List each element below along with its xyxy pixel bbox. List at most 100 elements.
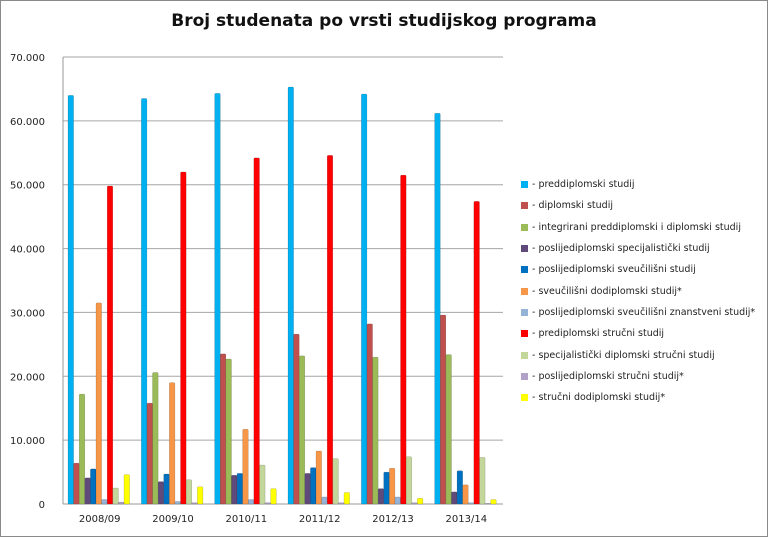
- legend-label: - diplomski studij: [532, 200, 613, 212]
- bar: [377, 488, 384, 505]
- bar: [95, 302, 102, 505]
- bar: [315, 450, 322, 505]
- bar: [479, 457, 486, 505]
- legend-item: - preddiplomski studij: [521, 174, 755, 195]
- bar: [389, 467, 396, 505]
- y-tick-label: 10.000: [10, 436, 45, 447]
- legend-swatch: [521, 308, 528, 316]
- bar: [84, 477, 91, 505]
- bar: [332, 458, 339, 505]
- legend-label: - poslijediplomski stručni studij*: [532, 370, 684, 382]
- bar: [490, 499, 497, 505]
- legend-swatch: [521, 372, 528, 380]
- bar: [338, 502, 345, 505]
- bar: [405, 456, 412, 505]
- bar: [361, 93, 368, 505]
- legend-label: - integrirani preddiplomski i diplomski …: [532, 221, 741, 233]
- bar: [304, 473, 311, 505]
- bar: [259, 464, 266, 505]
- bar: [293, 333, 300, 505]
- bar: [185, 479, 192, 505]
- bar: [434, 112, 441, 505]
- legend-label: - poslijediplomski sveučilišni studij: [532, 264, 696, 276]
- bar: [242, 429, 249, 505]
- bar: [270, 488, 277, 505]
- legend-swatch: [521, 394, 528, 402]
- bar: [90, 468, 97, 505]
- bar: [456, 470, 463, 505]
- bar: [253, 157, 260, 505]
- bar: [73, 462, 80, 505]
- bar: [366, 323, 373, 505]
- bar: [287, 86, 294, 505]
- bar: [321, 496, 328, 505]
- bar: [484, 503, 491, 505]
- legend-item: - sveučilišni dodiplomski studij*: [521, 280, 755, 301]
- legend-label: - specijalistički diplomski stručni stud…: [532, 349, 715, 361]
- y-tick-label: 70.000: [10, 53, 45, 64]
- legend-label: - sveučilišni dodiplomski studij*: [532, 285, 682, 297]
- legend-swatch: [521, 266, 528, 274]
- bar: [248, 499, 255, 505]
- bar: [445, 354, 452, 505]
- bar: [78, 393, 86, 505]
- bar: [473, 201, 480, 505]
- bar: [264, 502, 271, 505]
- bar: [310, 467, 317, 505]
- bar: [123, 474, 130, 505]
- legend-swatch: [521, 181, 528, 189]
- legend-item: - prediplomski stručni studij: [521, 323, 755, 344]
- bar: [343, 492, 350, 505]
- bar: [411, 502, 418, 505]
- x-tick-label: 2013/14: [446, 514, 488, 525]
- x-tick-label: 2008/09: [79, 514, 121, 525]
- legend: - preddiplomski studij - diplomski studij…: [521, 174, 755, 408]
- legend-swatch: [521, 330, 528, 338]
- bar: [372, 356, 379, 505]
- legend-label: - preddiplomski studij: [532, 179, 635, 191]
- x-tick-label: 2011/12: [299, 514, 341, 525]
- bar: [146, 402, 153, 505]
- bar: [163, 473, 170, 505]
- legend-swatch: [521, 202, 528, 210]
- bar: [180, 171, 187, 505]
- legend-item: - poslijediplomski sveučilišni znanstven…: [521, 302, 755, 323]
- bar: [112, 487, 119, 505]
- x-tick-label: 2009/10: [152, 514, 194, 525]
- bar: [118, 501, 125, 505]
- y-tick-label: 20.000: [10, 372, 45, 383]
- legend-swatch: [521, 223, 528, 231]
- legend-item: - poslijediplomski specijalistički studi…: [521, 238, 755, 259]
- bar: [197, 486, 204, 505]
- y-tick-label: 50.000: [10, 181, 45, 192]
- bar: [141, 98, 148, 505]
- bar: [400, 174, 407, 505]
- bar: [152, 372, 159, 505]
- legend-label: - prediplomski stručni studij: [532, 328, 665, 340]
- legend-label: - stručni dodiplomski studij*: [532, 392, 666, 404]
- bar: [417, 498, 424, 505]
- bar: [67, 95, 74, 505]
- y-tick-label: 40.000: [10, 245, 45, 256]
- bar: [383, 471, 390, 505]
- legend-swatch: [521, 287, 528, 295]
- legend-swatch: [521, 245, 528, 253]
- bar: [326, 155, 334, 505]
- bar: [451, 491, 458, 505]
- bar: [298, 355, 306, 505]
- chart-title: Broj studenata po vrsti studijskog progr…: [171, 11, 597, 31]
- legend-item: - stručni dodiplomski studij*: [521, 387, 755, 408]
- x-tick-label: 2012/13: [372, 514, 414, 525]
- bar: [394, 496, 401, 505]
- legend-item: - diplomski studij: [521, 195, 755, 216]
- legend-swatch: [521, 351, 528, 359]
- bar: [191, 502, 198, 505]
- legend-item: - poslijediplomski stručni studij*: [521, 366, 755, 387]
- legend-item: - integrirani preddiplomski i diplomski …: [521, 217, 755, 238]
- bar: [214, 93, 221, 505]
- bar: [157, 481, 164, 505]
- legend-label: - poslijediplomski sveučilišni znanstven…: [532, 306, 756, 318]
- y-tick-label: 0: [39, 500, 45, 511]
